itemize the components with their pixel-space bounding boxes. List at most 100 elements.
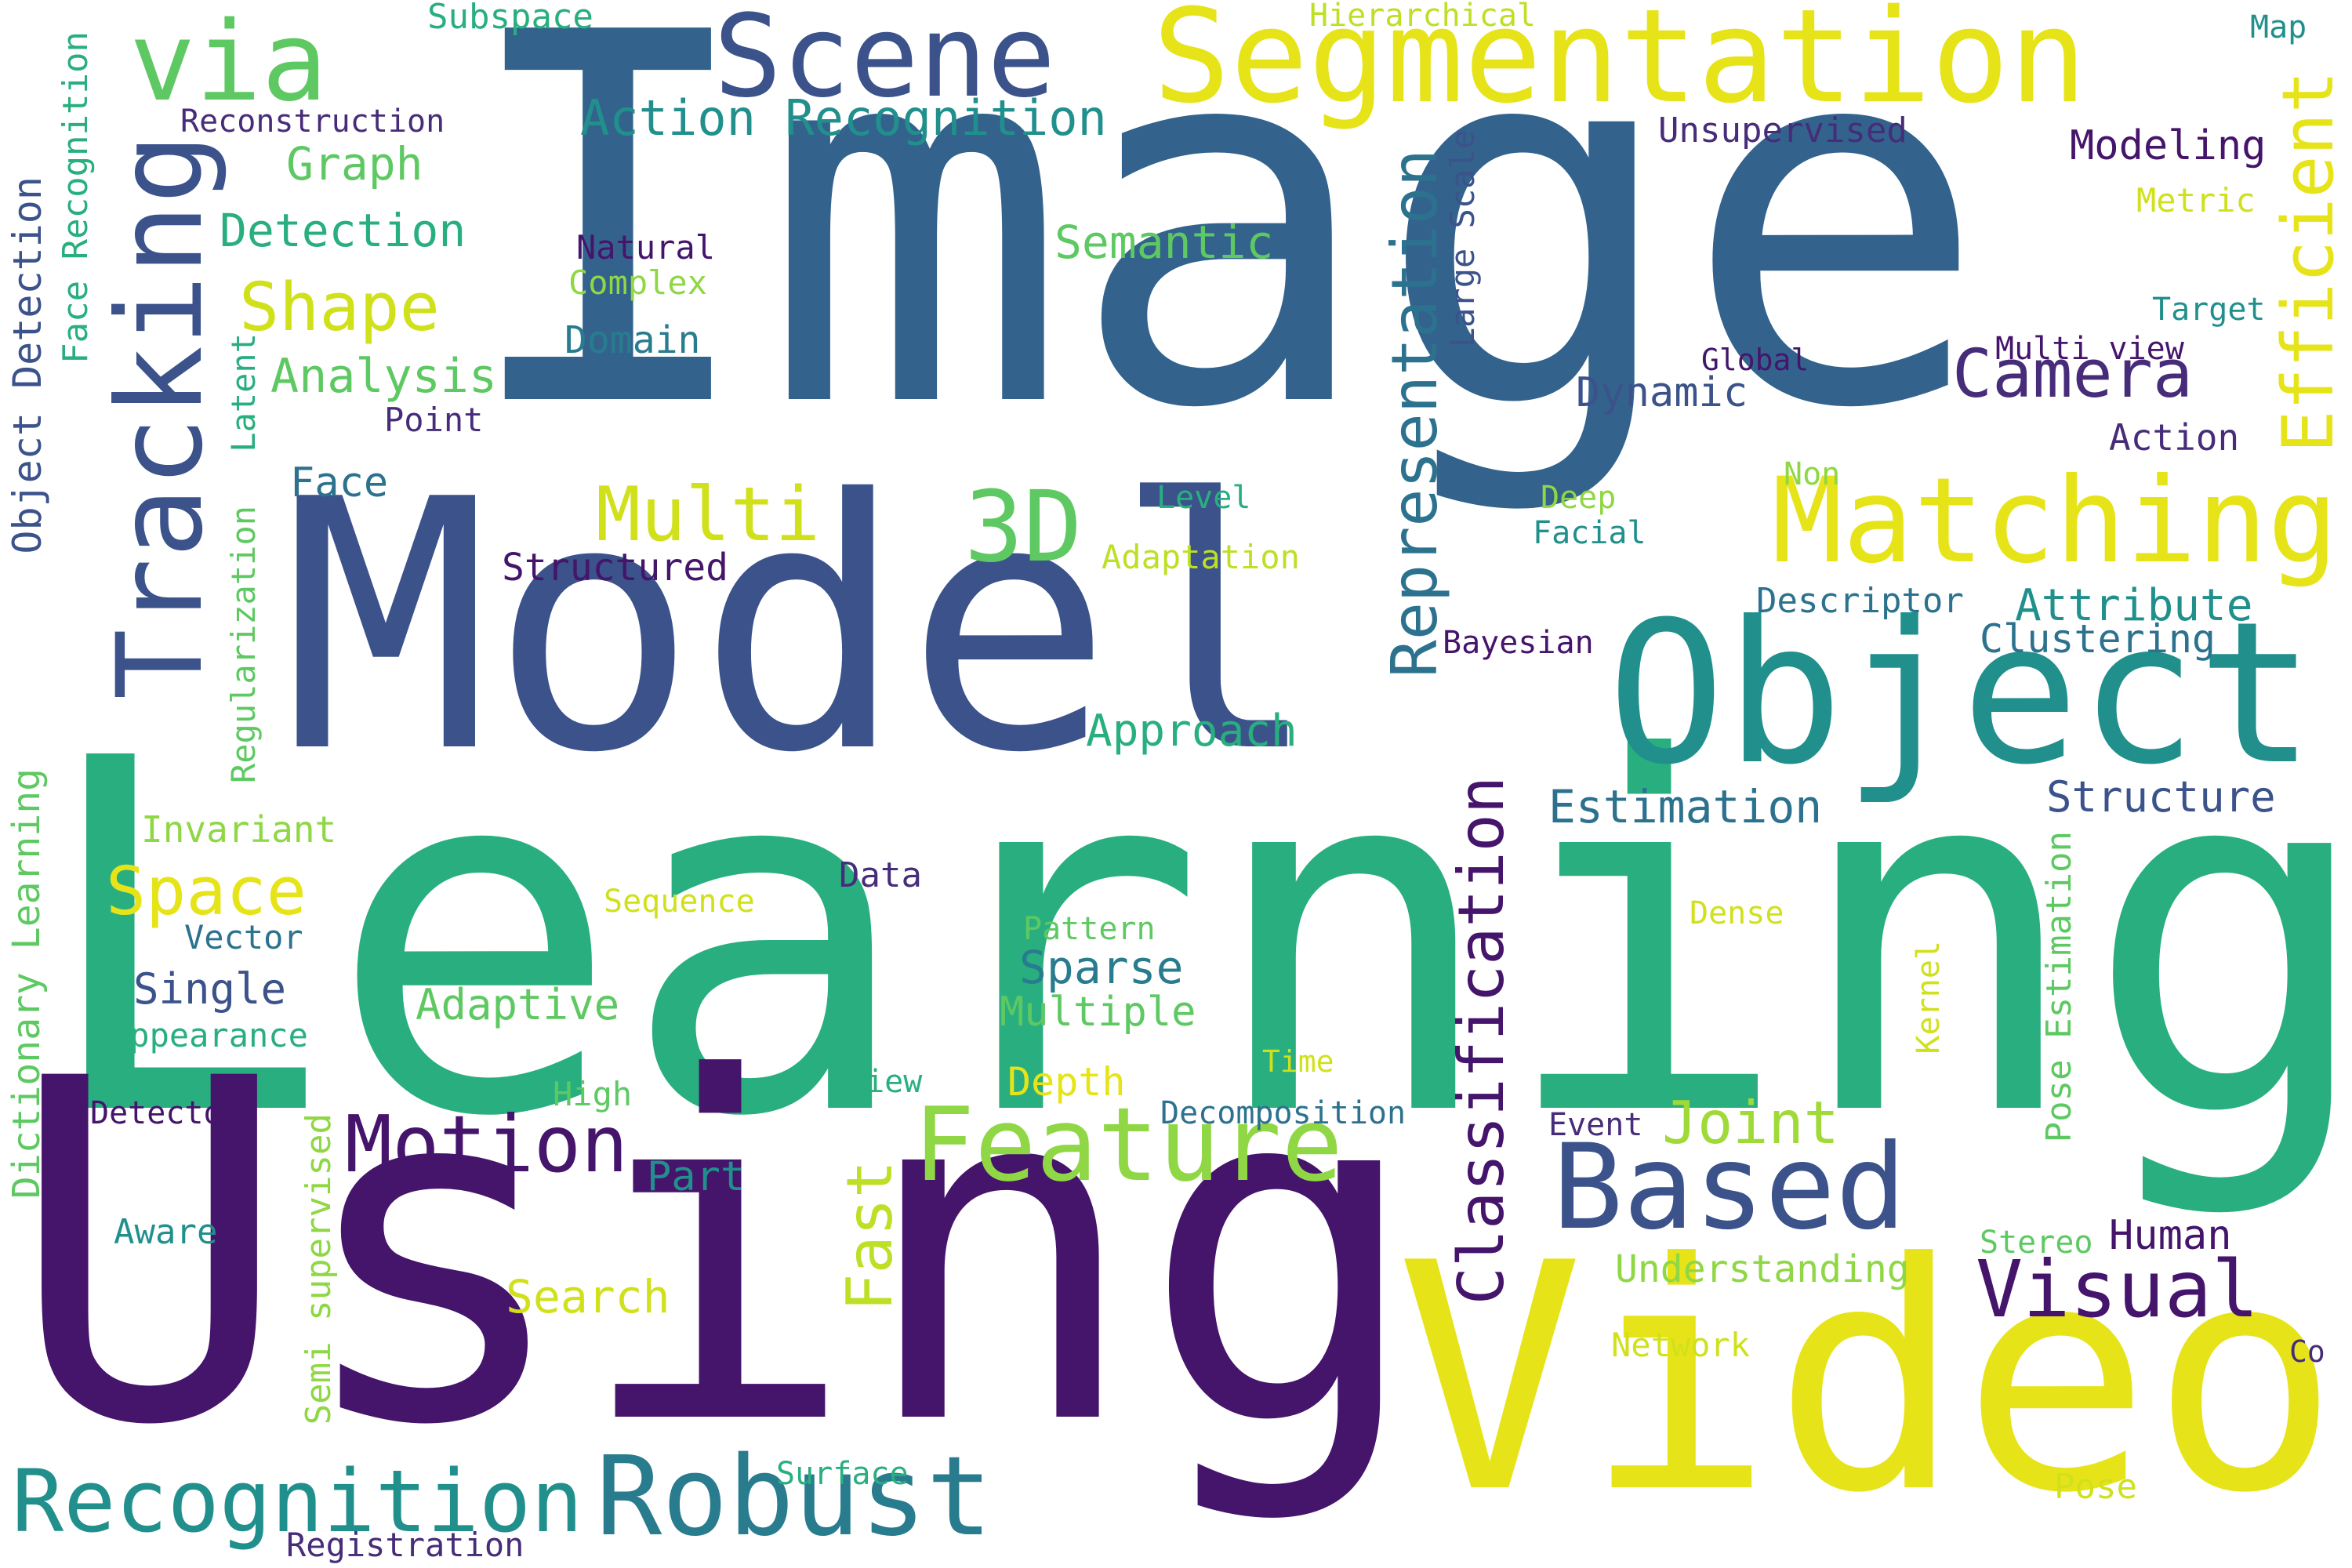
word-action: Action xyxy=(2109,416,2240,459)
word-hierarchical: Hierarchical xyxy=(1309,0,1536,34)
word-pose-estimation: Pose Estimation xyxy=(2039,831,2079,1143)
word-face: Face xyxy=(290,459,389,506)
word-human: Human xyxy=(2109,1212,2232,1259)
word-kernel: Kernel xyxy=(1911,941,1947,1054)
word-bayesian: Bayesian xyxy=(1443,625,1594,661)
word-image: Image xyxy=(455,0,1989,520)
word-recognition: Recognition xyxy=(12,1451,583,1552)
word-target: Target xyxy=(2152,292,2266,328)
word-via: via xyxy=(129,0,328,126)
word-large-scale: Large Scale xyxy=(1443,129,1482,348)
word-scene: Scene xyxy=(713,0,1056,123)
word-registration: Registration xyxy=(286,1526,524,1564)
word-aware: Aware xyxy=(114,1212,218,1252)
word-feature: Feature xyxy=(913,1085,1343,1204)
word-understanding: Understanding xyxy=(1615,1247,1910,1291)
word-decomposition: Decomposition xyxy=(1160,1095,1406,1131)
word-model: Model xyxy=(282,426,1321,828)
word-point: Point xyxy=(384,401,484,439)
word-non: Non xyxy=(1784,456,1841,492)
word-multi-view: Multi view xyxy=(1995,331,2184,367)
word-latent: Latent xyxy=(224,333,263,452)
word-using: Using xyxy=(8,980,1425,1528)
word-tracking: Tracking xyxy=(93,133,229,700)
word-appearance: Appearance xyxy=(110,1016,308,1054)
word-structured: Structured xyxy=(502,546,728,590)
word-view: view xyxy=(847,1064,923,1100)
word-graph: Graph xyxy=(286,137,423,191)
word-face-recognition: Face Recognition xyxy=(56,31,96,364)
word-clustering: Clustering xyxy=(1980,616,2216,662)
word-map: Map xyxy=(2250,9,2307,45)
word-pose: Pose xyxy=(2054,1467,2137,1507)
word-detector: Detector xyxy=(90,1095,241,1131)
word-camera: Camera xyxy=(1952,336,2194,413)
word-domain: Domain xyxy=(564,318,701,362)
word-action-recognition: Action Recognition xyxy=(580,89,1107,147)
word-attribute: Attribute xyxy=(2015,580,2253,631)
word-shape: Shape xyxy=(239,269,440,347)
word-deep: Deep xyxy=(1541,480,1617,516)
word-natural: Natural xyxy=(576,228,716,267)
word-fast: Fast xyxy=(833,1160,906,1312)
word-estimation: Estimation xyxy=(1548,780,1823,833)
word-event: Event xyxy=(1548,1107,1643,1143)
word-data: Data xyxy=(839,855,922,895)
word-vector: Vector xyxy=(184,918,303,956)
word-part: Part xyxy=(647,1153,746,1200)
word-level: Level xyxy=(1156,480,1251,516)
word-search: Search xyxy=(506,1270,670,1323)
word-invariant: Invariant xyxy=(141,808,337,851)
word-adaptation: Adaptation xyxy=(1102,538,1300,576)
word-joint: Joint xyxy=(1662,1088,1839,1157)
word-analysis: Analysis xyxy=(270,349,497,404)
word-classification: Classification xyxy=(1445,776,1518,1305)
word-co: Co xyxy=(2289,1334,2325,1369)
word-adaptive: Adaptive xyxy=(416,980,620,1029)
word-semi-supervised: Semi supervised xyxy=(299,1113,339,1425)
word-robust: Robust xyxy=(596,1433,993,1561)
word-structure: Structure xyxy=(2046,772,2276,822)
word-dense: Dense xyxy=(1690,895,1784,931)
word-complex: Complex xyxy=(568,263,708,302)
word-object: Object xyxy=(1607,579,2316,808)
word-facial: Facial xyxy=(1533,515,1646,551)
word-multi: Multi xyxy=(596,472,820,558)
word-reconstruction: Reconstruction xyxy=(180,103,445,140)
word-multiple: Multiple xyxy=(1000,989,1196,1036)
word-based: Based xyxy=(1552,1120,1907,1256)
word-pattern: Pattern xyxy=(1023,911,1156,947)
word-semantic: Semantic xyxy=(1054,216,1274,269)
word-depth: Depth xyxy=(1007,1059,1126,1105)
word-surface: Surface xyxy=(776,1456,909,1492)
word-efficient: Efficient xyxy=(2267,71,2350,453)
word-representation: Representation xyxy=(1378,149,1451,678)
word-high: High xyxy=(553,1075,633,1113)
word-video: Video xyxy=(1396,1197,2340,1562)
word-segmentation: Segmentation xyxy=(1152,0,2088,132)
word-subspace: Subspace xyxy=(427,0,593,37)
word-dictionary-learning: Dictionary Learning xyxy=(5,768,49,1200)
word-metric: Metric xyxy=(2136,181,2256,220)
word-sparse: Sparse xyxy=(1019,941,1184,994)
word-stereo: Stereo xyxy=(1980,1225,2093,1261)
word-motion: Motion xyxy=(345,1098,629,1190)
word-unsupervised: Unsupervised xyxy=(1658,111,1907,151)
word-space: Space xyxy=(106,853,307,931)
word-object-detection: Object Detection xyxy=(5,176,50,554)
word-global: Global xyxy=(1701,343,1809,377)
word-network: Network xyxy=(1611,1326,1751,1364)
word-approach: Approach xyxy=(1086,706,1298,757)
word-matching: Matching xyxy=(1772,453,2339,590)
word-time: Time xyxy=(1262,1044,1334,1079)
word-regularization: Regularization xyxy=(224,506,263,784)
word-learning: Learning xyxy=(35,658,2352,1223)
word-sequence: Sequence xyxy=(604,884,755,920)
word-single: Single xyxy=(133,964,287,1014)
word-visual: Visual xyxy=(1976,1243,2259,1335)
word-descriptor: Descriptor xyxy=(1756,581,1964,621)
word-detection: Detection xyxy=(220,204,466,257)
word-dynamic: Dynamic xyxy=(1576,369,1748,416)
word-3d: 3D xyxy=(964,470,1083,584)
